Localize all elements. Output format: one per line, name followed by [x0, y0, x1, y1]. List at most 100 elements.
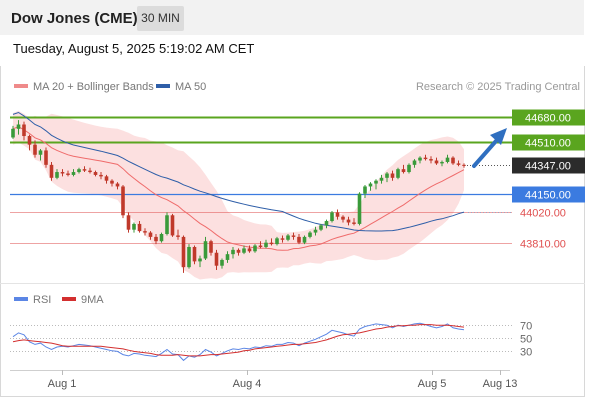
candle-body: [275, 238, 279, 245]
candle-body: [286, 235, 290, 240]
candle-body: [379, 177, 384, 181]
candle-body: [198, 258, 202, 262]
candle-body: [423, 157, 428, 160]
moving-averages: [12, 111, 465, 251]
candle-body: [313, 229, 318, 233]
time-tick-label: Aug 5: [418, 378, 447, 390]
candle-body: [60, 172, 65, 174]
support-label: 44020.00: [520, 208, 566, 220]
candle-body: [264, 242, 268, 247]
candle-body: [209, 241, 213, 253]
rsi-legend-label: RSI: [33, 294, 51, 306]
candlesticks: [11, 120, 466, 273]
rsi-tick-label: 70: [520, 321, 532, 333]
candle-body: [401, 169, 406, 173]
pivot-label-box: [512, 186, 585, 203]
candle-body: [236, 249, 241, 253]
candle-body: [225, 254, 230, 260]
interval-button[interactable]: 30 MIN: [137, 6, 184, 31]
candle-body: [319, 225, 323, 230]
candle-body: [33, 144, 37, 155]
candle-body: [324, 221, 329, 226]
candle-body: [308, 232, 312, 237]
candle-body: [341, 216, 345, 220]
candle-body: [231, 249, 235, 255]
candle-body: [390, 173, 395, 178]
candle-body: [363, 186, 367, 194]
candle-body: [451, 157, 455, 164]
time-tick-label: Aug 4: [233, 378, 262, 390]
candle-body: [170, 215, 175, 236]
candle-body: [187, 246, 191, 268]
header-bar: Dow Jones (CME) 30 MIN: [0, 0, 584, 35]
time-tick-label: Aug 13: [483, 378, 518, 390]
ma20-line: [12, 126, 465, 251]
candle-body: [11, 128, 15, 138]
candle-body: [93, 172, 98, 175]
rsi-ma-legend-label: 9MA: [81, 294, 104, 306]
candle-body: [352, 222, 356, 224]
candle-body: [346, 219, 351, 223]
target-label: 44510.00: [525, 138, 571, 150]
credit-label: Research © 2025 Trading Central: [416, 81, 580, 93]
candle-body: [44, 150, 48, 165]
candle-body: [412, 160, 417, 165]
candle-body: [434, 160, 439, 164]
candle-body: [462, 164, 466, 166]
candle-body: [440, 161, 444, 164]
candle-body: [258, 245, 263, 247]
candle-body: [291, 235, 296, 237]
rsi-ma-legend-swatch: [62, 297, 76, 301]
candle-body: [269, 242, 274, 245]
ma50-legend-swatch: [156, 84, 170, 88]
bollinger-band-area: [13, 110, 464, 280]
candle-body: [429, 159, 433, 161]
candle-body: [115, 183, 120, 187]
time-tick-label: Aug 1: [48, 378, 77, 390]
candle-body: [385, 173, 389, 178]
rsi-legend-swatch: [14, 297, 28, 301]
bollinger-band: [13, 110, 464, 280]
candle-body: [374, 180, 378, 184]
candle-body: [253, 245, 257, 252]
candle-body: [154, 236, 158, 242]
level-labels: 44680.00 44510.00 44347.00 44150.00 44020.00…: [512, 109, 585, 251]
pivot-label: 44150.00: [525, 190, 571, 202]
candle-body: [220, 259, 224, 266]
candle-body: [38, 150, 43, 155]
candle-body: [137, 223, 142, 232]
candle-body: [242, 248, 246, 253]
candle-body: [181, 236, 186, 268]
last-price-box: [512, 157, 585, 174]
symbol-title: Dow Jones (CME): [11, 10, 138, 27]
rsi-ma-line: [12, 324, 465, 357]
candle-body: [302, 236, 307, 243]
candle-body: [88, 170, 92, 173]
candle-body: [132, 223, 136, 230]
candle-body: [66, 173, 70, 175]
candle-body: [357, 193, 362, 224]
target-label-box: [512, 134, 585, 151]
candle-body: [445, 157, 450, 162]
candle-body: [335, 212, 340, 217]
chart-datetime: Tuesday, August 5, 2025 5:19:02 AM CET: [13, 41, 255, 56]
last-price-label: 44347.00: [525, 161, 571, 173]
target-label: 44680.00: [525, 113, 571, 125]
candle-body: [110, 180, 114, 184]
rsi-tick-label: 50: [520, 334, 532, 346]
candle-body: [418, 157, 422, 161]
candle-body: [143, 231, 147, 233]
candle-body: [407, 164, 411, 173]
candle-body: [297, 236, 301, 243]
rsi-tick-label: 30: [520, 347, 532, 359]
ma50-legend-label: MA 50: [175, 81, 206, 93]
candle-body: [159, 234, 164, 242]
candle-body: [214, 252, 219, 266]
time-axis: Aug 1 Aug 4 Aug 5 Aug 13: [48, 370, 518, 390]
candle-body: [203, 241, 208, 259]
candle-body: [165, 215, 169, 235]
candle-body: [82, 169, 87, 171]
candle-body: [330, 212, 334, 222]
